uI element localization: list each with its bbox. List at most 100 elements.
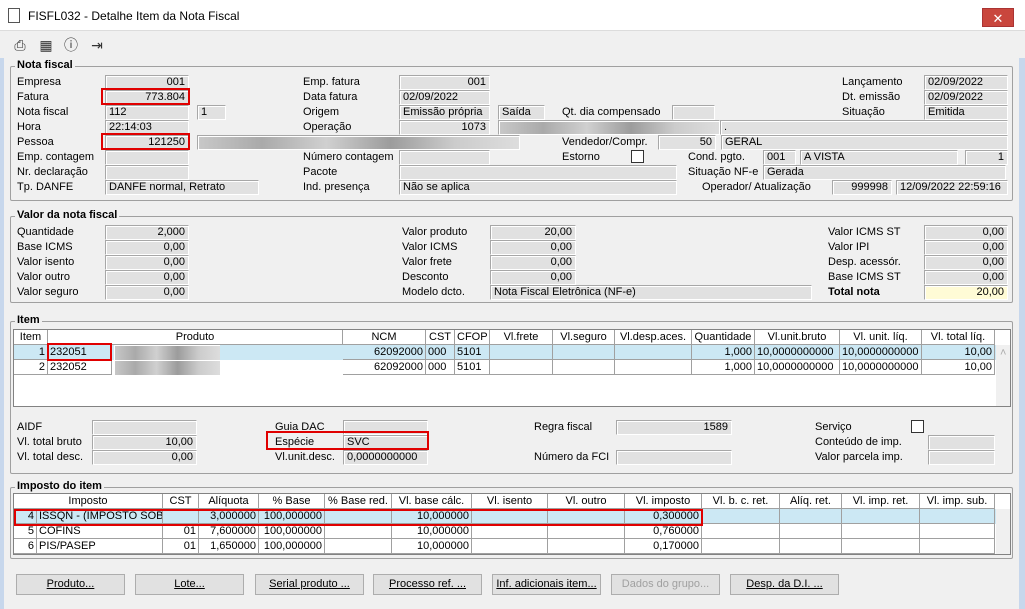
regra-fiscal-field[interactable]: 1589 <box>616 420 732 435</box>
table-cell[interactable]: 10,0000000000 <box>755 360 840 375</box>
servico-checkbox[interactable] <box>911 420 924 433</box>
scrollbar[interactable] <box>996 509 1010 554</box>
table-cell[interactable] <box>920 539 995 554</box>
nr-declaracao-field[interactable] <box>105 165 189 180</box>
base-icms-field[interactable]: 0,00 <box>105 240 189 255</box>
column-header[interactable]: CFOP <box>455 330 490 345</box>
table-cell[interactable]: 000 <box>426 360 455 375</box>
origem-field[interactable]: Emissão própria <box>399 105 490 120</box>
cond-pgto-field[interactable]: 001 <box>763 150 796 165</box>
button-desp-da-d-i[interactable]: Desp. da D.I. ... <box>730 574 839 595</box>
column-header[interactable]: Alíq. ret. <box>780 494 842 509</box>
close-button[interactable]: ✕ <box>982 8 1014 27</box>
column-header[interactable]: Imposto <box>14 494 163 509</box>
hora-field[interactable]: 22:14:03 <box>105 120 189 135</box>
table-cell[interactable] <box>702 524 780 539</box>
valor-isento-field[interactable]: 0,00 <box>105 255 189 270</box>
table-cell[interactable]: 10,000000 <box>392 539 472 554</box>
table-cell[interactable] <box>615 360 692 375</box>
table-cell[interactable]: 0,760000 <box>625 524 702 539</box>
column-header[interactable]: Vl. isento <box>472 494 548 509</box>
table-cell[interactable]: 01 <box>163 539 199 554</box>
modelo-field[interactable]: Nota Fiscal Eletrônica (NF-e) <box>490 285 812 300</box>
column-header[interactable]: Vl. outro <box>548 494 625 509</box>
column-header[interactable]: CST <box>426 330 455 345</box>
table-cell[interactable]: 4 <box>14 509 37 524</box>
column-header[interactable]: Produto <box>48 330 343 345</box>
column-header[interactable]: Vl.seguro <box>553 330 615 345</box>
table-cell[interactable] <box>842 524 920 539</box>
pessoa-field[interactable]: 121250 <box>105 135 189 150</box>
calendar-icon[interactable]: ▦ <box>39 37 53 53</box>
table-cell[interactable]: 100,000000 <box>259 509 325 524</box>
situacao-field[interactable]: Emitida <box>924 105 1008 120</box>
table-cell[interactable]: 1,000 <box>692 360 755 375</box>
operador-field[interactable]: 999998 <box>832 180 892 195</box>
table-cell[interactable] <box>842 509 920 524</box>
valor-seguro-field[interactable]: 0,00 <box>105 285 189 300</box>
table-cell[interactable]: 232051 <box>48 345 112 360</box>
table-cell[interactable] <box>472 539 548 554</box>
emp-contagem-field[interactable] <box>105 150 189 165</box>
valor-icms-st-field[interactable]: 0,00 <box>924 225 1008 240</box>
table-cell[interactable]: 6 <box>14 539 37 554</box>
table-cell[interactable]: 0,170000 <box>625 539 702 554</box>
vendedor-field[interactable]: 50 <box>658 135 716 150</box>
table-cell[interactable]: 232052 <box>48 360 112 375</box>
table-cell[interactable]: 62092000 <box>343 345 426 360</box>
table-cell[interactable] <box>780 509 842 524</box>
column-header[interactable]: % Base <box>259 494 325 509</box>
column-header[interactable]: Vl. imp. ret. <box>842 494 920 509</box>
valor-ipi-field[interactable]: 0,00 <box>924 240 1008 255</box>
scrollbar[interactable] <box>996 345 1010 406</box>
table-cell[interactable]: COFINS <box>37 524 163 539</box>
valor-produto-field[interactable]: 20,00 <box>490 225 576 240</box>
column-header[interactable]: Vl.unit.bruto <box>755 330 840 345</box>
fatura-field[interactable]: 773.804 <box>105 90 189 105</box>
lancamento-field[interactable]: 02/09/2022 <box>924 75 1008 90</box>
table-cell[interactable]: 100,000000 <box>259 539 325 554</box>
vendedor-nome-field[interactable]: GERAL <box>721 135 1008 150</box>
table-cell[interactable]: 5 <box>14 524 37 539</box>
vl-total-bruto-field[interactable]: 10,00 <box>92 435 197 450</box>
operacao-extra-field[interactable]: . <box>720 120 1008 135</box>
printer-icon[interactable]: ⎙ <box>14 37 26 53</box>
table-cell[interactable]: 62092000 <box>343 360 426 375</box>
table-cell[interactable] <box>548 524 625 539</box>
desconto-field[interactable]: 0,00 <box>490 270 576 285</box>
guia-dac-field[interactable] <box>343 420 428 435</box>
origem-tipo-field[interactable]: Saída <box>498 105 545 120</box>
table-cell[interactable]: 10,0000000000 <box>755 345 840 360</box>
table-cell[interactable] <box>780 524 842 539</box>
table-cell[interactable] <box>490 345 553 360</box>
desp-acessor-field[interactable]: 0,00 <box>924 255 1008 270</box>
total-nota-field[interactable]: 20,00 <box>924 285 1008 300</box>
table-cell[interactable] <box>548 509 625 524</box>
table-cell[interactable] <box>472 524 548 539</box>
column-header[interactable]: Vl. imposto <box>625 494 702 509</box>
conteudo-imp-field[interactable] <box>928 435 995 450</box>
table-cell[interactable]: 100,000000 <box>259 524 325 539</box>
column-header[interactable]: Vl. base cálc. <box>392 494 472 509</box>
button-lote[interactable]: Lote... <box>135 574 244 595</box>
table-cell[interactable] <box>702 509 780 524</box>
table-cell[interactable]: 10,0000000000 <box>840 360 922 375</box>
aidf-field[interactable] <box>92 420 197 435</box>
numero-fci-field[interactable] <box>616 450 732 465</box>
table-cell[interactable] <box>553 360 615 375</box>
cond-pgto-descricao-field[interactable]: A VISTA <box>800 150 958 165</box>
column-header[interactable]: Vl. total líq. <box>922 330 995 345</box>
valor-parcela-imp-field[interactable] <box>928 450 995 465</box>
table-cell[interactable] <box>472 509 548 524</box>
table-cell[interactable]: 1,650000 <box>199 539 259 554</box>
table-cell[interactable]: 1 <box>14 345 48 360</box>
button-serial-produto[interactable]: Serial produto ... <box>255 574 364 595</box>
table-cell[interactable]: 10,00 <box>922 360 995 375</box>
data-fatura-field[interactable]: 02/09/2022 <box>399 90 490 105</box>
table-cell[interactable] <box>780 539 842 554</box>
table-cell[interactable]: PIS/PASEP <box>37 539 163 554</box>
pessoa-nome-field[interactable] <box>197 135 520 150</box>
qt-dia-compensado-field[interactable] <box>672 105 715 120</box>
tp-danfe-field[interactable]: DANFE normal, Retrato <box>105 180 259 195</box>
table-cell[interactable]: 5101 <box>455 345 490 360</box>
